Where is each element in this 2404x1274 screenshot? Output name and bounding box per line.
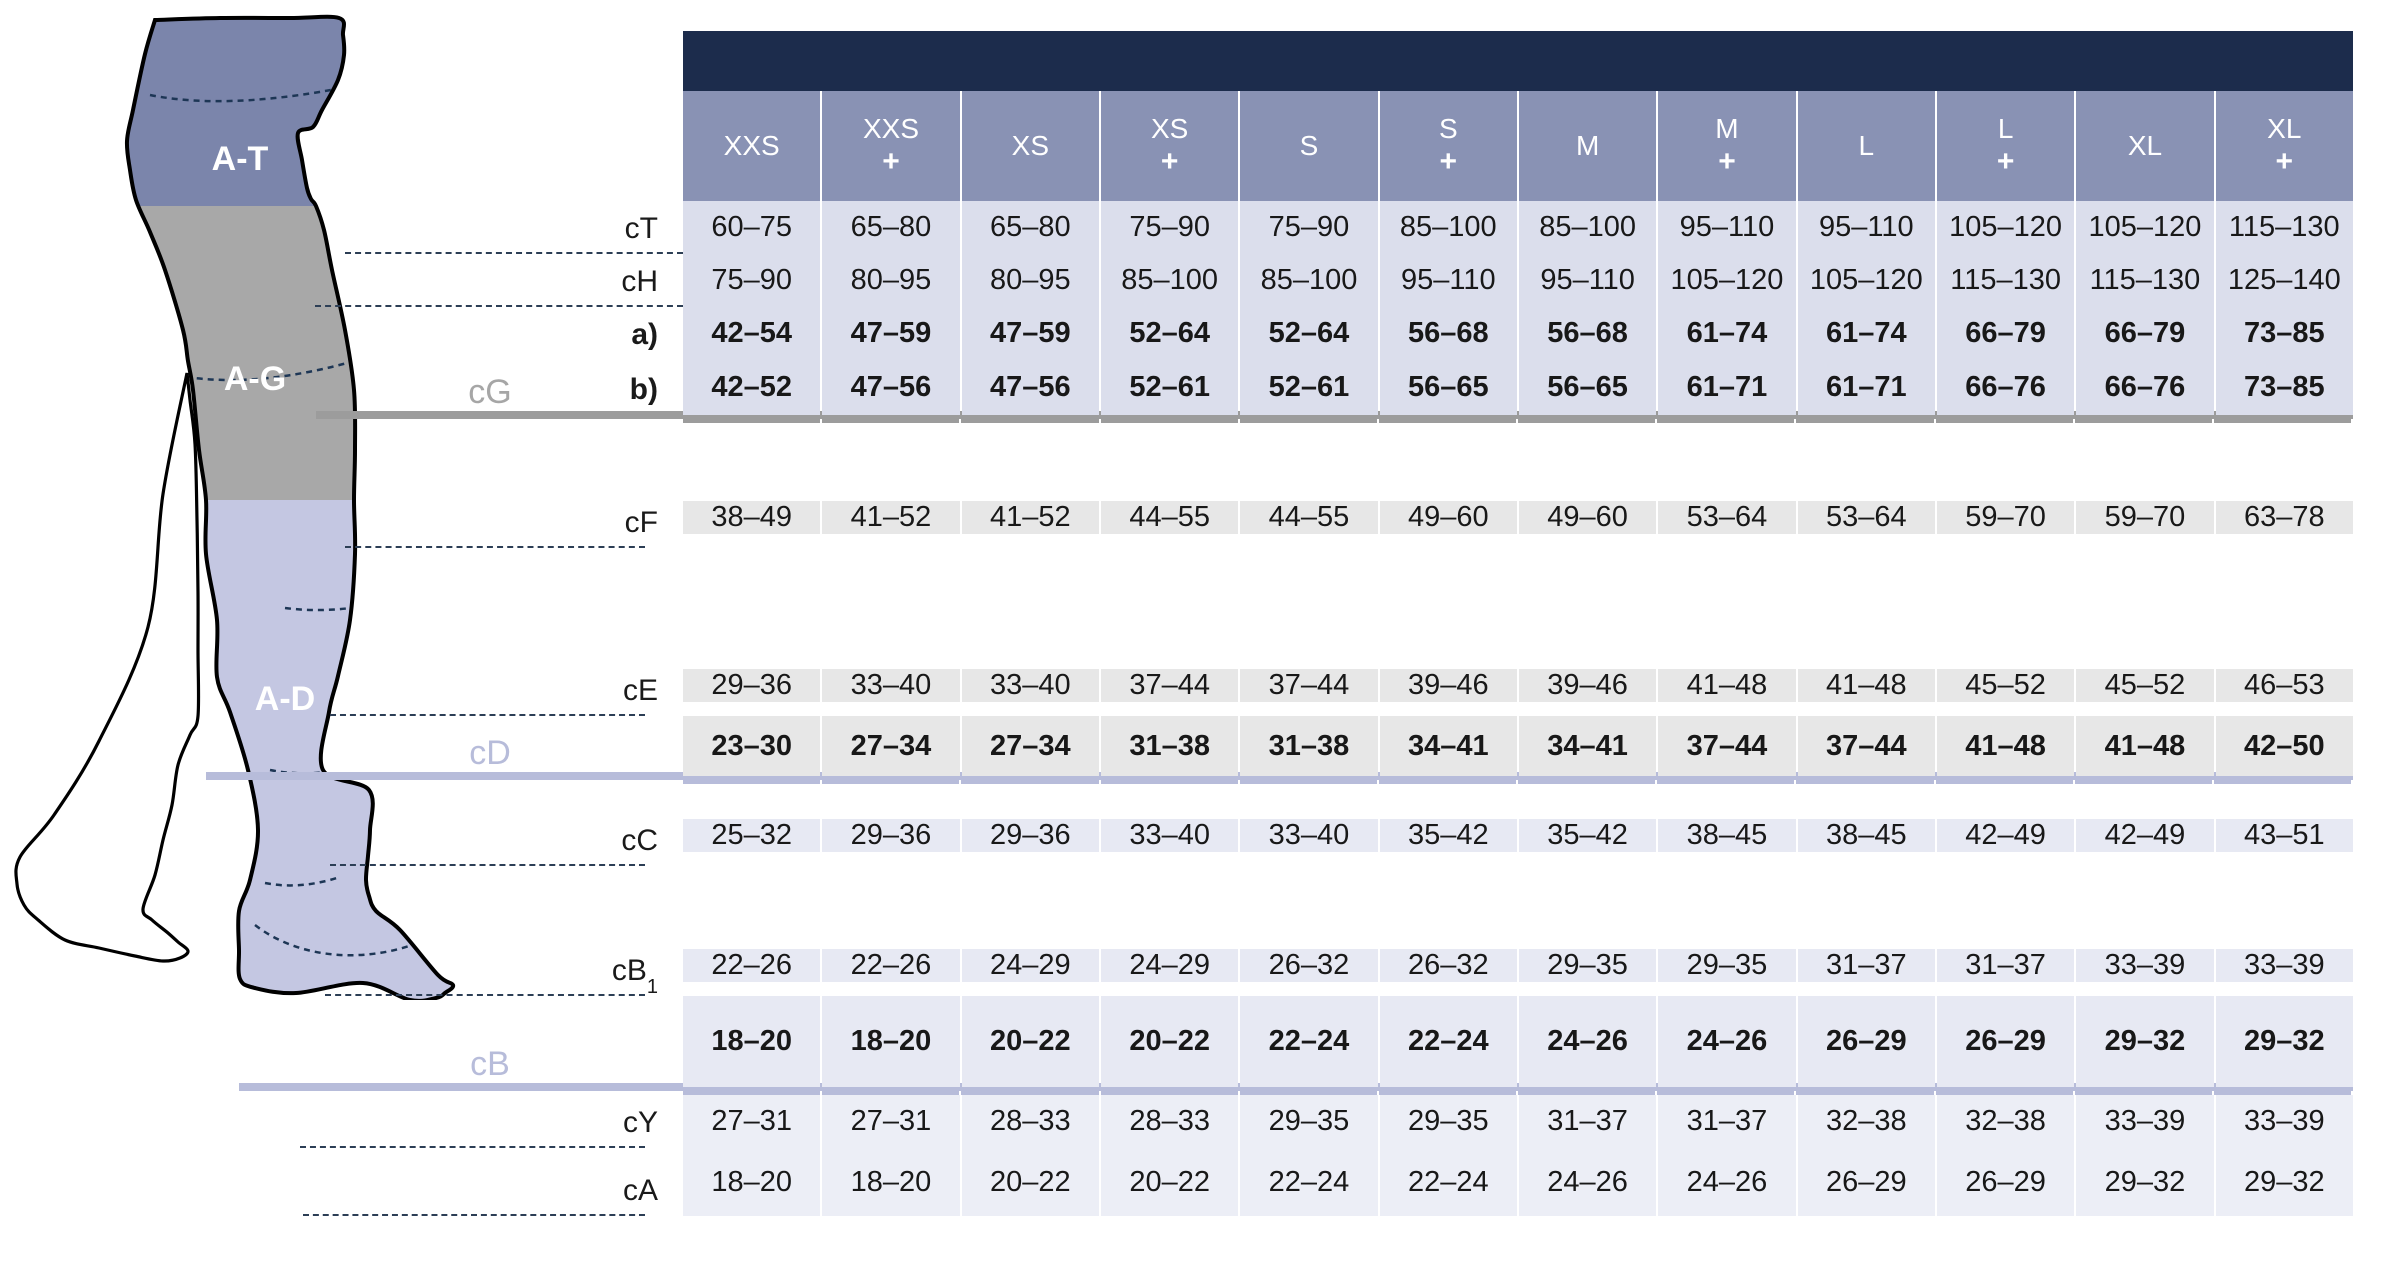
svg-text:A-G: A-G — [224, 360, 286, 398]
svg-text:A-T: A-T — [212, 140, 269, 178]
svg-text:A-D: A-D — [255, 680, 315, 718]
